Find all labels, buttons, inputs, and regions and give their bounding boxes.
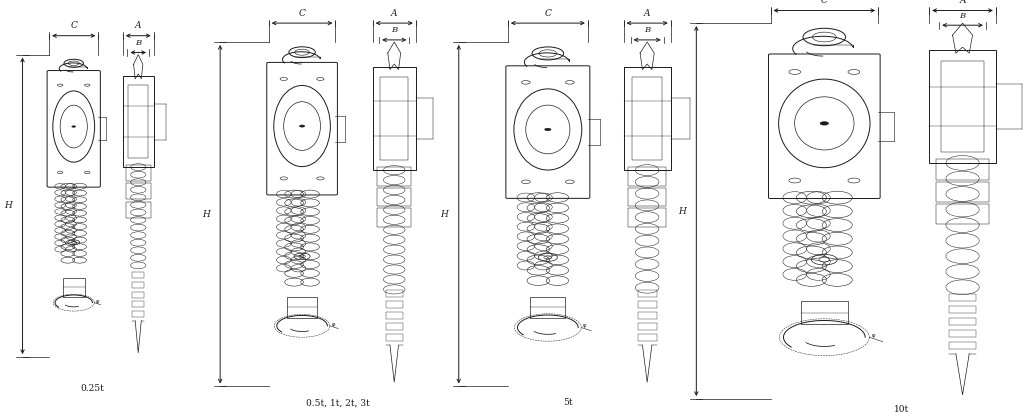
Circle shape <box>820 122 828 125</box>
Bar <box>386 334 402 341</box>
Bar <box>949 294 976 301</box>
Text: 5t: 5t <box>563 398 573 407</box>
Bar <box>386 323 402 330</box>
Text: H: H <box>440 210 449 219</box>
Bar <box>930 50 995 163</box>
Bar <box>377 188 412 206</box>
Bar <box>128 85 148 158</box>
Text: A: A <box>135 21 141 30</box>
Text: C: C <box>821 0 827 5</box>
Bar <box>629 208 666 227</box>
Bar <box>949 306 976 313</box>
Bar <box>638 334 656 341</box>
Bar <box>632 77 663 160</box>
Bar <box>132 302 144 307</box>
Text: φ: φ <box>583 323 587 328</box>
Bar <box>936 204 989 225</box>
Bar <box>386 312 402 319</box>
Text: A: A <box>644 9 650 18</box>
Text: C: C <box>299 9 305 18</box>
Bar <box>288 297 316 318</box>
Text: 0.25t: 0.25t <box>80 384 104 393</box>
Text: C: C <box>545 9 551 18</box>
Bar <box>638 301 656 308</box>
Circle shape <box>72 126 76 127</box>
Bar <box>132 311 144 317</box>
Bar <box>936 182 989 202</box>
Bar <box>373 67 416 170</box>
Text: B: B <box>959 12 966 20</box>
Bar <box>624 67 671 170</box>
Text: A: A <box>391 9 397 18</box>
Bar <box>132 282 144 288</box>
Bar <box>62 278 85 297</box>
Bar <box>638 323 656 330</box>
Bar <box>386 301 402 308</box>
Text: H: H <box>678 207 686 215</box>
Text: φ: φ <box>871 333 876 338</box>
Text: B: B <box>391 26 397 34</box>
Text: B: B <box>644 26 650 34</box>
Bar <box>380 77 409 160</box>
Bar <box>377 167 412 186</box>
Bar <box>949 330 976 337</box>
Text: H: H <box>202 210 210 219</box>
Bar <box>638 312 656 319</box>
Text: φ: φ <box>95 299 99 304</box>
Bar <box>386 290 402 297</box>
Circle shape <box>545 128 551 131</box>
Text: φ: φ <box>332 322 335 327</box>
Bar <box>123 76 154 167</box>
Text: 10t: 10t <box>894 405 908 414</box>
Text: 0.5t, 1t, 2t, 3t: 0.5t, 1t, 2t, 3t <box>306 399 370 408</box>
Bar <box>801 301 848 324</box>
Text: H: H <box>4 201 12 210</box>
Bar <box>949 318 976 326</box>
Bar <box>936 160 989 180</box>
Bar <box>132 291 144 298</box>
Circle shape <box>299 125 305 127</box>
Text: C: C <box>71 21 77 30</box>
Bar <box>126 202 151 218</box>
Text: B: B <box>135 39 141 47</box>
Bar <box>941 61 984 152</box>
Bar <box>629 167 666 186</box>
Bar <box>126 165 151 181</box>
Text: A: A <box>959 0 966 5</box>
Bar <box>629 188 666 206</box>
Bar <box>132 272 144 278</box>
Bar <box>126 183 151 200</box>
Bar <box>949 342 976 349</box>
Bar <box>638 290 656 297</box>
Bar <box>530 297 565 318</box>
Bar <box>377 208 412 227</box>
